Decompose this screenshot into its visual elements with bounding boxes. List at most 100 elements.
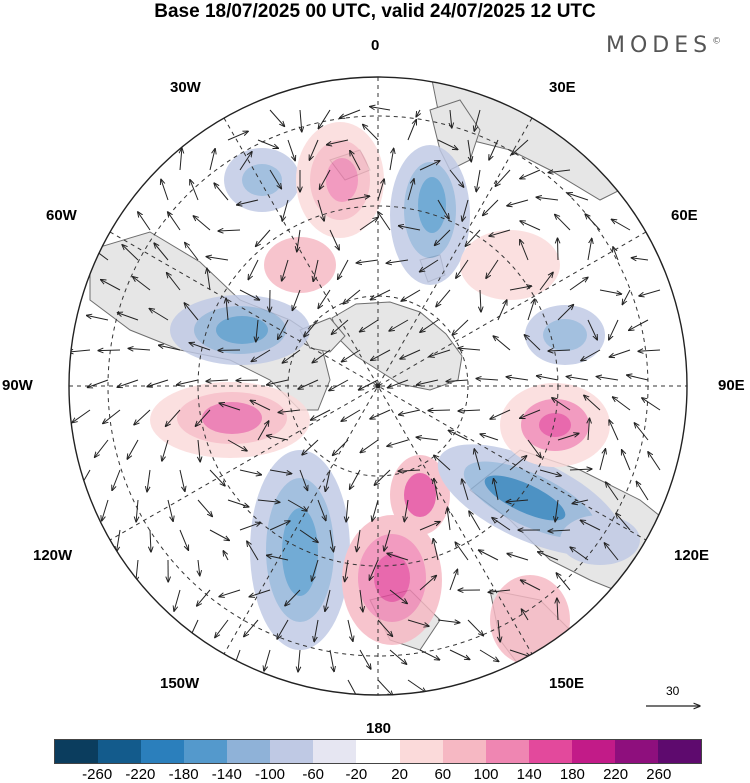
wind-vector: [257, 139, 278, 148]
wind-vector: [370, 289, 391, 300]
wind-vector: [87, 315, 109, 321]
wind-vector: [214, 183, 229, 201]
lon-label-30e: 30E: [549, 79, 576, 96]
wind-vector: [498, 619, 500, 642]
wind-vector: [190, 180, 199, 201]
wind-vector: [509, 456, 527, 471]
wind-vector: [480, 289, 481, 312]
wind-vector: [539, 272, 553, 291]
wind-vector: [313, 259, 319, 282]
wind-vector: [239, 469, 262, 475]
wind-vector: [606, 482, 619, 501]
wind-vector: [117, 313, 139, 321]
wind-vector: [147, 379, 169, 387]
wind-vector: [267, 436, 289, 441]
wind-vector: [177, 379, 199, 385]
wind-vector: [318, 109, 331, 129]
wind-vector: [521, 609, 529, 621]
wind-vector: [398, 226, 421, 231]
colorbar-tick-label: -20: [345, 766, 368, 783]
wind-vector: [520, 240, 529, 261]
wind-vector: [360, 589, 363, 612]
wind-vector: [329, 229, 339, 250]
wind-vector: [492, 518, 511, 531]
wind-vector: [587, 238, 592, 261]
wind-vector: [360, 319, 379, 332]
wind-vector: [450, 109, 452, 128]
wind-vector: [609, 420, 619, 441]
wind-vector: [369, 559, 379, 580]
wind-vector: [165, 409, 181, 426]
wind-vector: [611, 219, 631, 231]
wind-vector: [474, 109, 481, 131]
wind-vector: [311, 409, 331, 420]
wind-vector: [98, 350, 121, 351]
wind-vector: [377, 619, 393, 637]
wind-vector: [257, 421, 269, 441]
pos-cell-labrador: [264, 237, 336, 293]
wind-vector: [325, 589, 331, 611]
wind-vectors: [69, 107, 661, 695]
colorbar: [54, 739, 702, 764]
wind-vector: [377, 679, 393, 695]
wind-vector: [149, 309, 169, 321]
wind-vector: [616, 513, 631, 531]
wind-vector: [474, 449, 481, 471]
wind-vector: [206, 257, 229, 261]
colorbar-swatch: [657, 740, 701, 763]
modes-logo: MODES©: [606, 33, 722, 58]
wind-vector: [486, 259, 499, 278]
wind-vector: [319, 169, 331, 189]
wind-vector: [428, 410, 451, 411]
wind-vector: [302, 439, 319, 455]
lon-label-120e: 120E: [674, 547, 710, 564]
wind-vector: [239, 289, 260, 300]
wind-vector: [72, 409, 91, 423]
colorbar-swatch: [55, 740, 99, 763]
wind-vector: [154, 243, 169, 261]
colorbar-swatch: [141, 740, 185, 763]
colorbar-swatch: [399, 740, 443, 763]
wind-vector: [161, 179, 169, 201]
wind-vector: [566, 377, 589, 381]
wind-vector: [538, 552, 559, 561]
wind-vector: [387, 379, 409, 388]
wind-vector: [371, 349, 391, 360]
wind-vector: [327, 139, 349, 145]
wind-vector: [329, 529, 334, 552]
wind-vector: [249, 589, 271, 597]
lon-label-150e: 150E: [549, 675, 585, 692]
wind-vector: [401, 289, 421, 301]
wind-vector: [524, 335, 541, 351]
wind-vector: [469, 511, 481, 531]
wind-vector: [622, 450, 631, 471]
wind-vector: [555, 214, 571, 231]
wind-vector: [378, 212, 391, 231]
wind-vector: [338, 259, 349, 279]
wind-vector: [527, 299, 535, 321]
wind-vector: [207, 268, 211, 291]
wind-vector: [267, 555, 289, 561]
colorbar-tick-label: -100: [254, 766, 286, 783]
lon-label-0: 0: [371, 37, 380, 54]
wind-vector: [489, 229, 511, 236]
colorbar-tick-labels: -260 -220 -180 -140 -100 -60 -20 20 60 100 140 180 2…: [0, 766, 750, 783]
wind-vector: [448, 430, 469, 441]
wind-vector: [309, 139, 319, 160]
wind-vector: [239, 152, 252, 171]
wind-vector: [256, 229, 271, 247]
map-title: Base 18/07/2025 00 UTC, valid 24/07/2025…: [154, 1, 596, 22]
wind-vector: [639, 289, 661, 296]
wind-vector: [433, 539, 439, 561]
wind-vector: [596, 377, 619, 381]
wind-vector: [520, 221, 541, 231]
colorbar-tick-label: -180: [168, 766, 199, 783]
wind-vector: [455, 542, 469, 561]
wind-vector: [509, 286, 532, 291]
wind-vector: [558, 238, 559, 261]
wind-vector: [449, 569, 458, 591]
wind-vector: [622, 289, 631, 305]
wind-vector: [548, 170, 571, 173]
colorbar-tick-label: 100: [473, 766, 499, 783]
wind-vector: [570, 547, 589, 561]
